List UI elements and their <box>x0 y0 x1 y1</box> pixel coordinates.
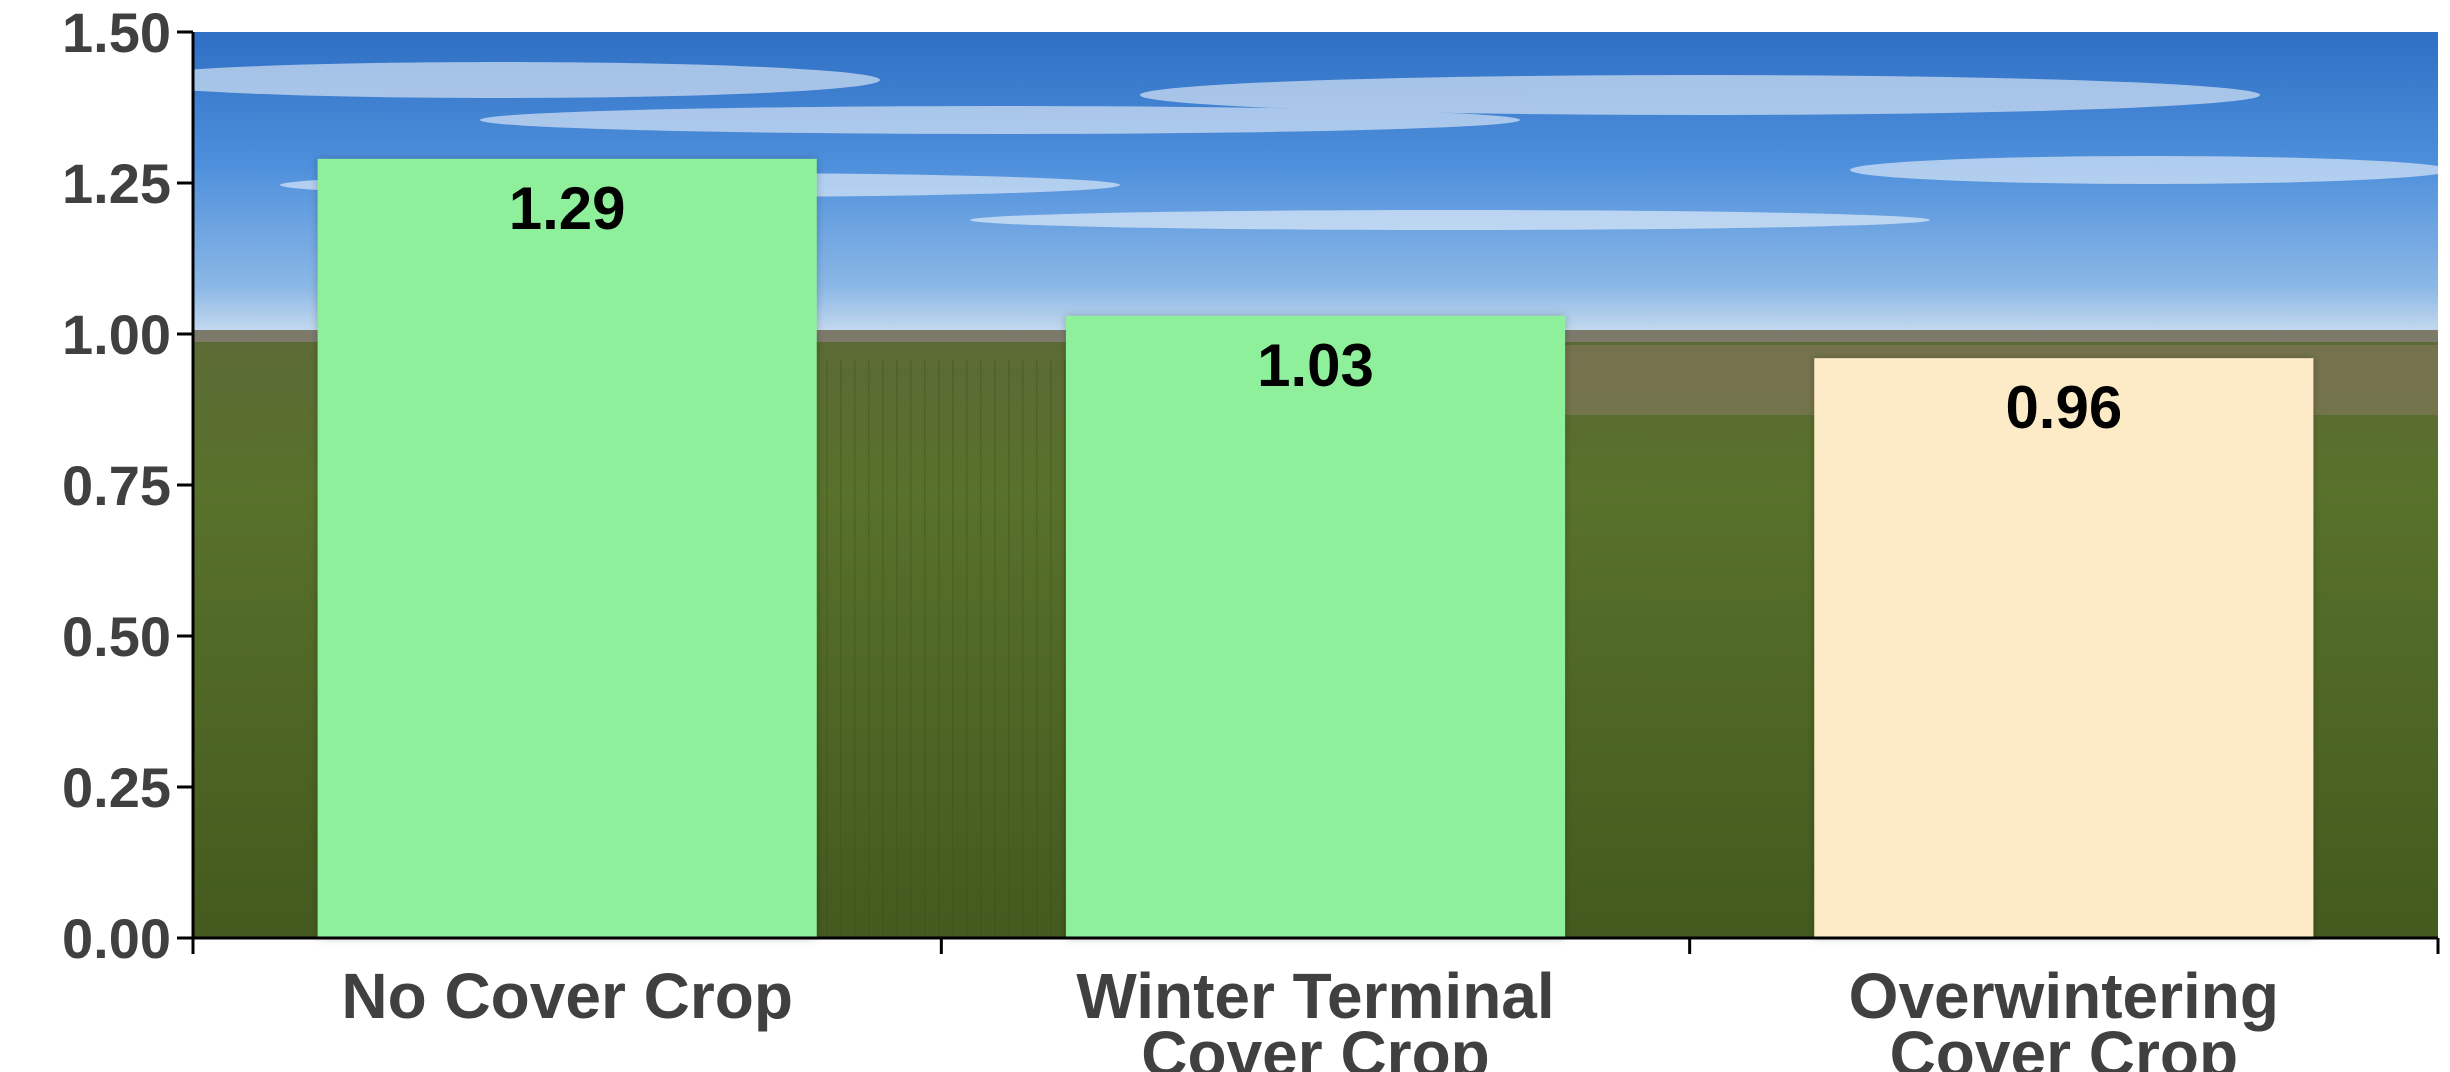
y-tick-label: 0.75 <box>62 454 171 517</box>
x-tick-label: Cover Crop <box>1141 1018 1490 1072</box>
x-tick-label: Winter Terminal <box>1076 960 1554 1032</box>
y-tick-label: 0.50 <box>62 605 171 668</box>
data-label: 0.96 <box>2005 374 2122 441</box>
field-rows <box>820 360 1080 938</box>
x-tick-label: Cover Crop <box>1890 1018 2239 1072</box>
bar <box>1814 358 2314 938</box>
y-tick-label: 1.25 <box>62 152 171 215</box>
y-tick-label: 1.00 <box>62 303 171 366</box>
data-label: 1.03 <box>1257 332 1374 399</box>
bar <box>1065 315 1566 938</box>
y-tick-label: 1.50 <box>62 1 171 64</box>
x-tick-label: No Cover Crop <box>341 960 793 1032</box>
y-tick-label: 0.00 <box>62 907 171 970</box>
x-tick-label: Overwintering <box>1849 960 2279 1032</box>
bar <box>317 158 817 939</box>
y-tick-label: 0.25 <box>62 756 171 819</box>
data-label: 1.29 <box>509 175 626 242</box>
